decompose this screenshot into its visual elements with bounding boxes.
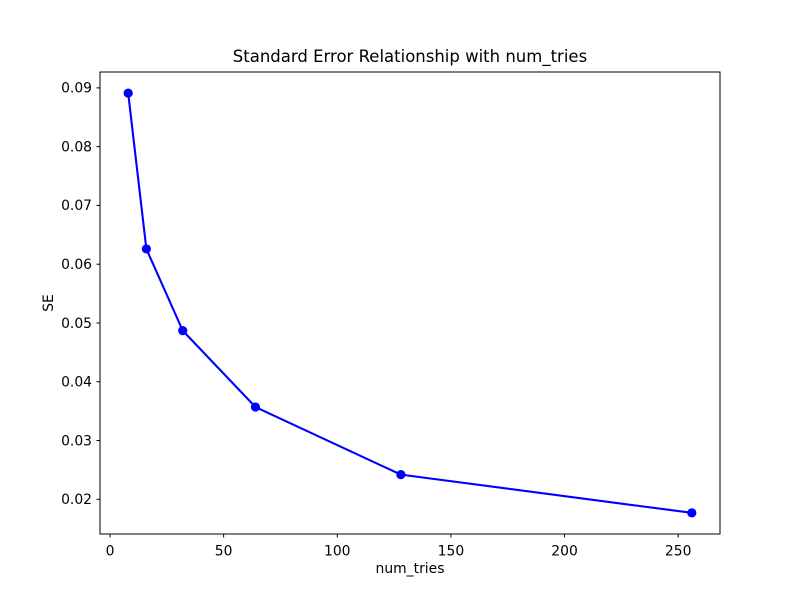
data-point bbox=[141, 244, 151, 254]
y-tick-label: 0.06 bbox=[61, 257, 92, 273]
data-point bbox=[396, 470, 406, 480]
x-tick-label: 200 bbox=[551, 544, 578, 560]
x-tick-label: 150 bbox=[438, 544, 465, 560]
x-axis-label: num_tries bbox=[376, 561, 445, 577]
data-point bbox=[123, 88, 133, 98]
y-tick-label: 0.07 bbox=[61, 198, 92, 214]
data-point bbox=[250, 402, 261, 412]
x-tick-label: 250 bbox=[665, 544, 692, 560]
y-axis-label: SE bbox=[41, 294, 57, 312]
plot-area: 0 50 100 150 200 250 0.02 0.03 0.04 0.05 0.06 0.07 0… bbox=[61, 71, 721, 560]
data-line bbox=[127, 92, 693, 514]
y-tick-label: 0.08 bbox=[61, 139, 92, 155]
y-tick-label: 0.02 bbox=[61, 492, 92, 508]
y-tick-label: 0.03 bbox=[61, 433, 92, 449]
data-point bbox=[687, 508, 697, 518]
chart-title: Standard Error Relationship with num_tri… bbox=[233, 47, 587, 67]
x-tick-label: 50 bbox=[215, 544, 233, 560]
axes-spines bbox=[99, 71, 721, 535]
x-tick-label: 0 bbox=[106, 544, 115, 560]
y-tick-label: 0.05 bbox=[61, 316, 92, 332]
y-tick-label: 0.09 bbox=[61, 81, 92, 97]
data-point bbox=[178, 326, 188, 336]
x-tick-label: 100 bbox=[324, 544, 351, 560]
y-tick-label: 0.04 bbox=[61, 375, 92, 391]
